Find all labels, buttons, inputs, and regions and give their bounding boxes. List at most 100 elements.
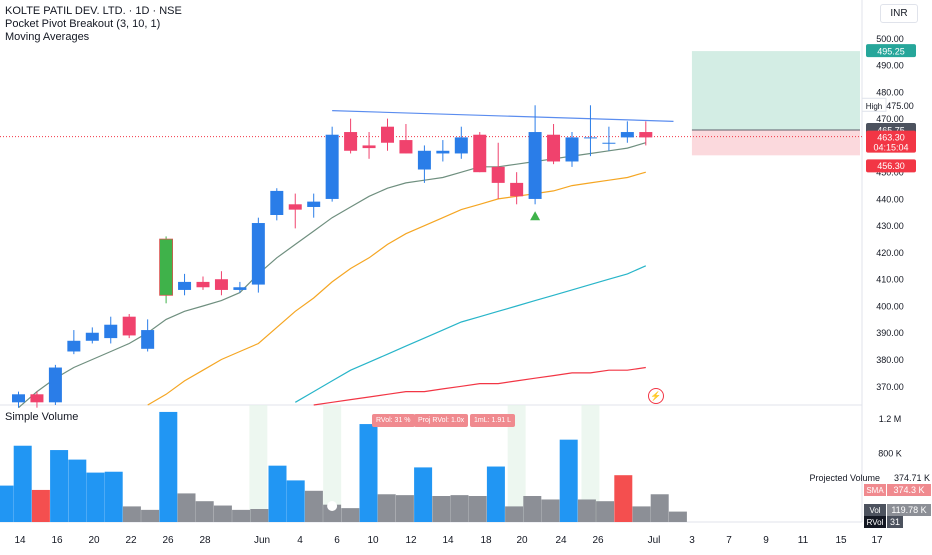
candle-body	[325, 134, 339, 199]
volume-bar	[523, 496, 542, 522]
pocket-pivot-highlight	[249, 405, 268, 522]
sma-tag-bg	[864, 484, 886, 496]
vol-value: 119.78 K	[891, 505, 926, 515]
candle-body	[565, 137, 579, 162]
indicator-moving-averages[interactable]: Moving Averages	[5, 31, 90, 43]
volume-bar	[104, 471, 123, 522]
currency-button[interactable]: INR	[880, 4, 918, 23]
projected-volume-value: 374.71 K	[894, 473, 930, 483]
candle-body	[436, 150, 450, 154]
time-tick-label: 6	[334, 535, 340, 546]
volume-bar	[505, 506, 524, 522]
candle	[510, 172, 524, 205]
volume-bar	[450, 495, 469, 522]
candle	[436, 140, 450, 162]
volume-bar	[614, 475, 633, 522]
volume-pane-title[interactable]: Simple Volume	[5, 411, 79, 423]
volume-tick-label: 800 K	[878, 449, 902, 459]
stop-zone	[691, 130, 860, 156]
time-tick-label: 22	[125, 535, 137, 546]
candle-body	[620, 132, 634, 138]
symbol-title[interactable]: KOLTE PATIL DEV. LTD. · 1D · NSE	[5, 5, 182, 17]
time-tick-label: 15	[835, 535, 847, 546]
time-tick-label: 28	[199, 535, 211, 546]
candle	[214, 271, 228, 296]
candle-body	[178, 281, 192, 290]
volume-bar	[468, 496, 487, 522]
candle	[417, 145, 431, 183]
time-tick-label: 16	[51, 535, 63, 546]
volume-bar	[286, 480, 305, 522]
time-tick-label: 7	[726, 535, 732, 546]
candle	[620, 121, 634, 143]
indicator-pocket-pivot[interactable]: Pocket Pivot Breakout (3, 10, 1)	[5, 18, 161, 30]
candle	[288, 193, 302, 229]
candle	[399, 124, 413, 154]
vol-tag-bg	[864, 504, 886, 516]
price-tick-label: 500.00	[876, 34, 904, 44]
candle	[141, 319, 155, 352]
candle	[85, 327, 99, 344]
candle-body	[399, 140, 413, 154]
candle-body	[639, 132, 653, 138]
candle	[104, 316, 118, 344]
candle-body	[233, 287, 247, 290]
volume-bar	[632, 506, 651, 522]
time-tick-label: 4	[297, 535, 303, 546]
candle-body	[454, 137, 468, 154]
candle	[473, 132, 487, 173]
target-price-tag-bg	[866, 44, 916, 58]
candle-body	[30, 394, 44, 403]
candle	[270, 188, 284, 221]
volume-bar	[0, 485, 14, 522]
price-tick-label: 430.00	[876, 221, 904, 231]
candle	[454, 126, 468, 159]
price-tick-label: 380.00	[876, 355, 904, 365]
volume-bar	[377, 494, 396, 522]
volume-bar	[268, 465, 287, 522]
candle	[547, 124, 561, 165]
volume-bar	[86, 472, 105, 522]
candle-body	[48, 367, 62, 403]
lightning-icon[interactable]: ⚡	[648, 388, 664, 404]
time-tick-label: 26	[162, 535, 174, 546]
entry-price-tag: 465.75	[877, 126, 905, 136]
candle-body	[344, 132, 358, 151]
candle-body	[307, 201, 321, 207]
time-tick-label: 11	[798, 535, 809, 546]
onemonth-pill: 1mL: 1.91 L	[470, 414, 515, 427]
stop-price-tag-bg	[866, 159, 916, 173]
candle	[12, 391, 25, 408]
volume-bar	[341, 508, 360, 522]
candle-body	[251, 223, 265, 285]
candle-body	[528, 132, 542, 199]
candle	[196, 276, 210, 290]
time-tick-label: 14	[14, 535, 26, 546]
sma-value: 374.3 K	[893, 485, 924, 495]
sma-tag: SMA	[866, 486, 884, 495]
candle	[639, 121, 653, 146]
volume-bar	[577, 499, 596, 522]
volume-tick-label: 1.2 M	[879, 414, 902, 424]
price-tick-label: 450.00	[876, 168, 904, 178]
volume-bar	[232, 509, 251, 522]
pocket-pivot-highlight	[581, 405, 600, 522]
pocket-pivot-arrow	[530, 211, 541, 221]
volume-bar	[650, 494, 669, 522]
volume-bar	[250, 509, 269, 522]
price-tick-label: 480.00	[876, 87, 904, 97]
high-label: High	[866, 102, 882, 111]
high-label-bg	[861, 97, 887, 112]
time-tick-label: Jun	[254, 535, 270, 546]
volume-bar	[323, 504, 342, 522]
volume-bar	[141, 509, 160, 522]
candle-body	[583, 137, 597, 139]
rvol-tag: RVol	[867, 518, 884, 527]
time-tick-label: 20	[88, 535, 100, 546]
volume-bar	[541, 499, 560, 522]
volume-bar	[414, 467, 433, 522]
sma-value-bg	[887, 484, 931, 496]
volume-bar	[50, 450, 69, 522]
